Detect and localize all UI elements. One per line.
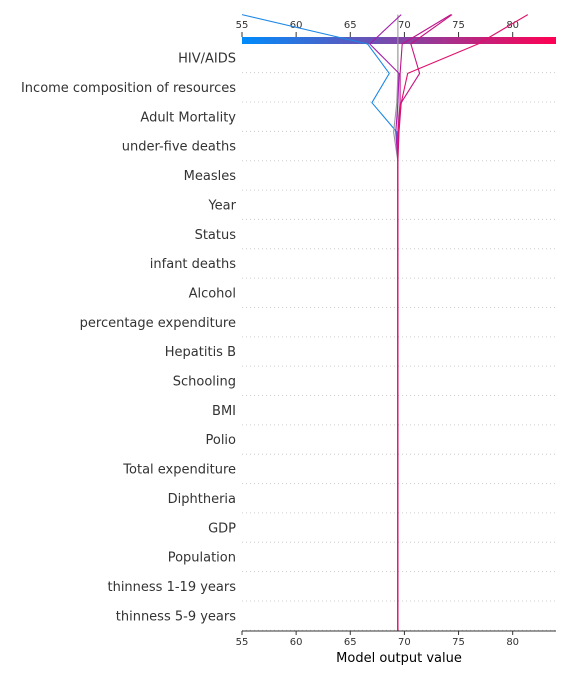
colorbar-ticks: 55 60 65 70 75 80 <box>236 20 519 37</box>
colorbar-tick-label: 55 <box>236 20 249 31</box>
x-axis-ticks: 55 60 65 70 75 80 <box>236 631 519 648</box>
feature-label: Alcohol <box>189 286 236 301</box>
decision-line <box>397 14 452 631</box>
feature-label: Measles <box>184 169 237 184</box>
feature-label: HIV/AIDS <box>178 52 236 67</box>
feature-label: BMI <box>212 404 236 419</box>
colorbar-tick-label: 70 <box>398 20 411 31</box>
feature-label: Adult Mortality <box>140 110 236 125</box>
feature-label: thinness 1-19 years <box>107 580 236 595</box>
feature-label: Income composition of resources <box>21 81 236 96</box>
x-tick-label: 65 <box>344 637 357 648</box>
feature-label: Status <box>195 228 237 243</box>
decision-line <box>397 14 453 631</box>
colorbar-tick-label: 60 <box>290 20 303 31</box>
x-tick-label: 60 <box>290 637 303 648</box>
feature-label: thinness 5-9 years <box>116 609 236 624</box>
feature-label: under-five deaths <box>122 140 236 155</box>
colorbar-tick-label: 80 <box>506 20 519 31</box>
decision-lines <box>241 14 529 631</box>
feature-label: infant deaths <box>150 257 236 272</box>
x-tick-label: 80 <box>506 637 519 648</box>
decision-line <box>397 14 529 631</box>
feature-label: Diphtheria <box>168 492 236 507</box>
colorbar <box>242 37 556 44</box>
feature-label: Total expenditure <box>122 463 236 478</box>
feature-label: Hepatitis B <box>165 345 236 360</box>
colorbar-tick-label: 75 <box>452 20 465 31</box>
feature-label: Polio <box>205 433 236 448</box>
colorbar-tick-label: 65 <box>344 20 357 31</box>
feature-gridlines <box>242 72 556 631</box>
feature-label: percentage expenditure <box>80 316 236 331</box>
feature-label: Schooling <box>173 375 236 390</box>
x-tick-label: 70 <box>398 637 411 648</box>
x-axis-label: Model output value <box>336 651 462 666</box>
x-tick-label: 55 <box>236 637 249 648</box>
decision-line <box>241 14 399 631</box>
x-tick-label: 75 <box>452 637 465 648</box>
feature-label: Population <box>168 551 236 566</box>
feature-label: Year <box>207 198 236 213</box>
feature-labels: HIV/AIDS Income composition of resources A… <box>21 52 237 625</box>
feature-label: GDP <box>208 521 236 536</box>
